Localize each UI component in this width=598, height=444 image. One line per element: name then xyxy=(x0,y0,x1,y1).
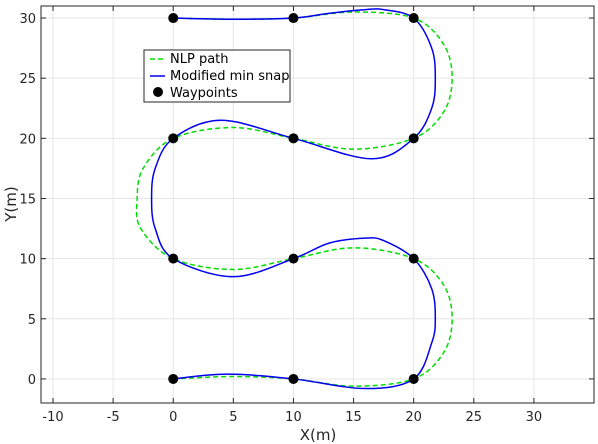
axes-layer xyxy=(40,5,595,404)
tick-labels: -10 -5 0 5 10 15 20 25 30 0 5 10 15 20 25 30 xyxy=(19,12,542,425)
x-tick-label: 30 xyxy=(526,410,543,425)
x-tick-label: 10 xyxy=(285,410,302,425)
legend-label-waypoints: Waypoints xyxy=(170,86,238,101)
series-modified-min-snap xyxy=(150,8,437,390)
legend: NLP path Modified min snap Waypoints xyxy=(143,49,291,103)
waypoint-marker xyxy=(168,373,179,384)
waypoint-marker xyxy=(288,253,299,264)
x-tick-label: 0 xyxy=(169,410,177,425)
waypoint-marker xyxy=(168,253,179,264)
waypoint-marker xyxy=(408,133,419,144)
x-tick-label: 15 xyxy=(345,410,362,425)
y-tick-label: 10 xyxy=(19,253,36,268)
legend-box xyxy=(143,49,291,103)
series-layer xyxy=(135,8,453,390)
x-tick-label: 25 xyxy=(466,410,483,425)
series-nlp-path xyxy=(135,11,453,387)
x-axis-label: X(m) xyxy=(300,426,337,444)
y-tick-label: 25 xyxy=(19,72,36,87)
waypoint-marker xyxy=(408,13,419,24)
axes-background xyxy=(41,6,594,403)
plot-area xyxy=(41,6,594,403)
y-tick-label: 30 xyxy=(19,12,36,27)
axes-box xyxy=(40,5,595,404)
y-axis-label: Y(m) xyxy=(2,186,20,222)
x-tick-label: 5 xyxy=(229,410,237,425)
y-tick-label: 15 xyxy=(19,192,36,207)
x-tick-label: 20 xyxy=(405,410,422,425)
y-tick-label: 20 xyxy=(19,132,36,147)
y-tick-label: 5 xyxy=(28,313,36,328)
waypoint-marker xyxy=(168,133,179,144)
legend-label-min-snap: Modified min snap xyxy=(170,69,289,84)
x-tick-label: -10 xyxy=(42,410,63,425)
waypoint-marker xyxy=(408,253,419,264)
waypoint-marker xyxy=(288,133,299,144)
legend-marker-waypoints xyxy=(153,87,163,97)
legend-label-nlp-path: NLP path xyxy=(170,52,229,67)
waypoint-marker xyxy=(288,373,299,384)
x-tick-label: -5 xyxy=(107,410,120,425)
waypoint-marker xyxy=(288,13,299,24)
waypoint-marker xyxy=(408,373,419,384)
y-tick-label: 0 xyxy=(28,373,36,388)
waypoint-marker xyxy=(168,13,179,24)
